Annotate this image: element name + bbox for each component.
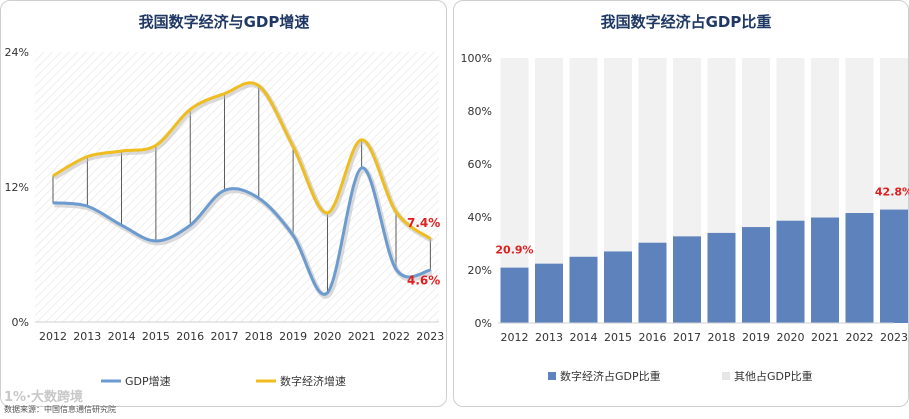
x-tick-label: 2017: [211, 330, 239, 343]
digital-point: [429, 237, 432, 240]
other-share-legend-label: 其他占GDP比重: [734, 369, 813, 383]
x-tick-label: 2019: [279, 330, 307, 343]
gdp-point: [360, 167, 363, 169]
other-share-bar: [638, 58, 667, 243]
y-tick-label: 20%: [468, 264, 492, 277]
data-label-annotation: 20.9%: [495, 244, 533, 257]
y-tick-label: 24%: [5, 46, 29, 59]
x-tick-label: 2014: [570, 331, 598, 344]
data-source-note: 数据来源：中国信息通信研究院: [4, 405, 116, 414]
y-tick-label: 0%: [12, 316, 29, 329]
x-tick-label: 2015: [142, 330, 170, 343]
other-share-bar: [500, 58, 529, 268]
digital-share-bar: [673, 236, 701, 323]
x-tick-label: 2014: [108, 330, 136, 343]
x-tick-label: 2021: [348, 330, 376, 343]
x-tick-label: 2023: [416, 330, 444, 343]
x-tick-label: 2018: [708, 331, 736, 344]
x-tick-label: 2012: [39, 330, 67, 343]
gdp-legend-label: GDP增速: [125, 374, 171, 388]
digital-share-bar: [638, 242, 667, 323]
x-tick-label: 2018: [245, 330, 273, 343]
digital-share-bar: [811, 217, 839, 323]
digital-point: [395, 210, 397, 213]
y-tick-label: 100%: [461, 52, 492, 65]
x-tick-label: 2022: [846, 331, 874, 344]
y-tick-label: 60%: [468, 158, 492, 171]
gdp-point: [429, 269, 432, 272]
x-tick-label: 2016: [176, 330, 204, 343]
left-chart-panel: 我国数字经济与GDP增速 0% 12% 24% 2012 2013 2014 2015 2016…: [0, 0, 447, 407]
x-tick-label: 2013: [73, 330, 101, 343]
other-share-bar: [845, 58, 874, 214]
other-share-bar: [673, 58, 701, 237]
gdp-point: [52, 201, 54, 204]
gdp-point: [86, 205, 89, 207]
digital-point: [155, 144, 157, 147]
digital-share-bar: [604, 251, 632, 323]
digital-share-bar: [707, 232, 736, 323]
digital-point: [258, 84, 260, 87]
other-share-bar: [569, 58, 598, 257]
chart-title: 我国数字经济与GDP增速: [139, 13, 310, 31]
digital-share-legend-label: 数字经济占GDP比重: [560, 369, 661, 383]
other-share-bar: [604, 58, 632, 252]
data-label-annotation: 4.6%: [407, 273, 440, 287]
x-tick-label: 2019: [742, 331, 770, 344]
digital-point: [86, 155, 89, 158]
digital-share-legend-swatch: [548, 372, 556, 380]
x-tick-label: 2022: [382, 330, 410, 343]
chart-title: 我国数字经济占GDP比重: [601, 13, 772, 31]
other-share-bar: [707, 58, 736, 233]
gdp-point: [120, 224, 123, 227]
gdp-point: [155, 240, 157, 242]
other-share-bar: [776, 58, 805, 221]
digital-share-bar: [535, 263, 563, 323]
y-tick-label: 40%: [468, 211, 492, 224]
other-share-bar: [535, 58, 563, 264]
digital-point: [360, 138, 363, 141]
data-label-annotation: 7.4%: [407, 216, 440, 230]
digital-share-bar: [500, 267, 529, 323]
x-tick-label: 2021: [811, 331, 839, 344]
digital-share-bar: [742, 227, 770, 323]
gdp-point: [258, 197, 260, 200]
digital-share-bar: [776, 220, 805, 323]
share-bar-chart: 我国数字经济占GDP比重 0% 20% 40% 60% 80% 100% 2012 2013 20…: [461, 13, 909, 383]
other-share-bar: [811, 58, 839, 218]
digital-legend-label: 数字经济增速: [280, 374, 346, 388]
digital-point: [52, 174, 54, 177]
digital-point: [189, 108, 191, 111]
x-tick-label: 2012: [501, 331, 529, 344]
digital-share-bar: [845, 213, 874, 323]
x-tick-label: 2017: [673, 331, 701, 344]
x-tick-label: 2023: [880, 331, 908, 344]
right-chart-panel: 我国数字经济占GDP比重 0% 20% 40% 60% 80% 100% 2012 2013 20…: [453, 0, 909, 407]
x-tick-label: 2020: [777, 331, 805, 344]
data-label-annotation: 42.8%: [875, 186, 909, 199]
other-share-bar: [880, 58, 908, 210]
growth-line-chart: 我国数字经济与GDP增速 0% 12% 24% 2012 2013 2014 2015 2016…: [5, 13, 445, 388]
x-tick-label: 2016: [639, 331, 667, 344]
gdp-point: [292, 234, 294, 237]
y-tick-label: 12%: [5, 181, 29, 194]
digital-share-bar: [569, 256, 598, 323]
gdp-point: [189, 224, 191, 227]
digital-point: [120, 150, 123, 152]
other-share-bar: [742, 58, 770, 228]
digital-point: [326, 212, 329, 214]
x-tick-label: 2015: [604, 331, 632, 344]
digital-share-bar: [880, 209, 908, 323]
other-share-legend-swatch: [722, 372, 730, 380]
y-tick-label: 80%: [468, 105, 492, 118]
digital-point: [223, 92, 226, 95]
x-tick-label: 2020: [313, 330, 341, 343]
x-tick-label: 2013: [535, 331, 563, 344]
gdp-point: [395, 268, 397, 270]
brand-watermark: 1%·大数跨境: [4, 390, 84, 405]
gdp-point: [223, 189, 226, 192]
digital-point: [292, 145, 294, 148]
gdp-point: [326, 291, 329, 294]
y-tick-label: 0%: [475, 317, 492, 330]
